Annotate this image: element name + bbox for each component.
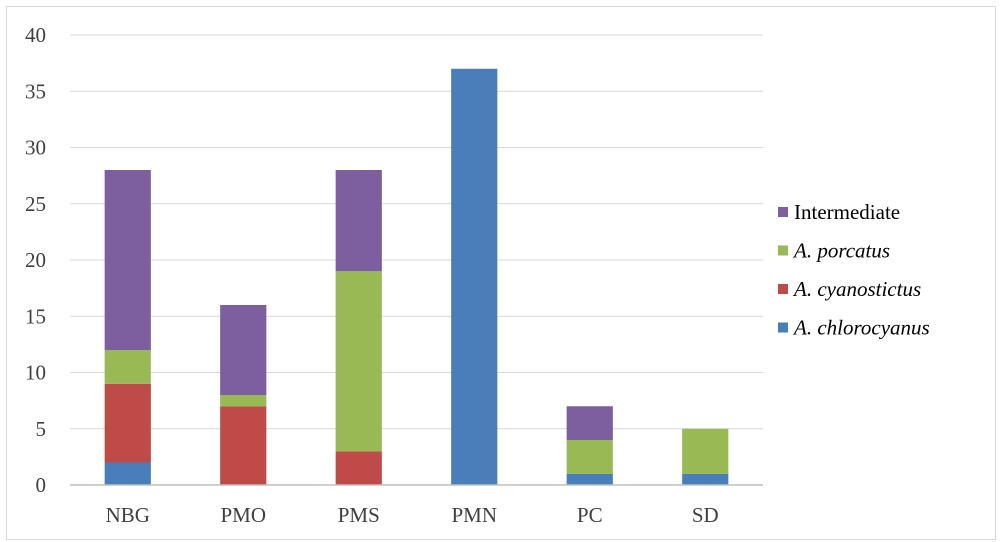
y-tick-label-5: 5 bbox=[36, 417, 47, 441]
legend-item-a-porcatus: A. porcatus bbox=[778, 239, 890, 263]
y-tick-label-15: 15 bbox=[25, 304, 46, 328]
x-tick-label-pmo: PMO bbox=[220, 503, 266, 527]
y-tick-label-0: 0 bbox=[36, 473, 47, 497]
bar-pms-a-porcatus bbox=[335, 271, 382, 452]
legend-label-a-porcatus: A. porcatus bbox=[792, 239, 890, 263]
chart-frame: 0 5 10 15 20 25 30 35 40 NBG PMO PMS PMN PC SD Interme… bbox=[6, 6, 996, 540]
y-tick-label-10: 10 bbox=[25, 361, 46, 385]
y-tick-label-25: 25 bbox=[25, 192, 46, 216]
y-tick-label-30: 30 bbox=[25, 136, 46, 160]
y-tick-label-35: 35 bbox=[25, 79, 46, 103]
axes: 0 5 10 15 20 25 30 35 40 NBG PMO PMS PMN PC SD bbox=[25, 23, 763, 527]
x-tick-label-pmn: PMN bbox=[451, 503, 497, 527]
bar-pc-intermediate bbox=[566, 406, 613, 440]
x-tick-label-pms: PMS bbox=[338, 503, 380, 527]
y-tick-label-20: 20 bbox=[25, 248, 46, 272]
y-tick-label-40: 40 bbox=[25, 23, 46, 47]
gridlines bbox=[70, 34, 763, 430]
legend-item-a-cyanostictus: A. cyanostictus bbox=[778, 277, 921, 301]
bar-pmn-a-chlorocyanus bbox=[451, 68, 498, 485]
legend-swatch-intermediate bbox=[778, 207, 788, 217]
bar-pc-a-porcatus bbox=[566, 440, 613, 474]
stacked-bar-chart: 0 5 10 15 20 25 30 35 40 NBG PMO PMS PMN PC SD Interme… bbox=[25, 23, 930, 527]
legend-item-intermediate: Intermediate bbox=[778, 200, 900, 224]
bar-pmo-a-porcatus bbox=[220, 395, 267, 407]
legend-swatch-a-chlorocyanus bbox=[778, 322, 788, 333]
bar-sd-a-porcatus bbox=[682, 428, 729, 474]
bar-nbg-a-cyanostictus bbox=[104, 383, 151, 463]
x-tick-label-nbg: NBG bbox=[106, 503, 150, 527]
legend-swatch-a-cyanostictus bbox=[778, 284, 788, 294]
legend-label-a-cyanostictus: A. cyanostictus bbox=[792, 277, 921, 301]
bar-sd-a-chlorocyanus bbox=[682, 473, 729, 485]
bars bbox=[104, 68, 729, 485]
legend-swatch-a-porcatus bbox=[778, 245, 788, 256]
bar-pmo-intermediate bbox=[220, 305, 267, 395]
bar-pms-a-cyanostictus bbox=[335, 451, 382, 485]
legend: Intermediate A. porcatus A. cyanostictus A.… bbox=[778, 200, 930, 340]
bar-nbg-intermediate bbox=[104, 170, 151, 350]
bar-pms-intermediate bbox=[335, 170, 382, 272]
x-tick-label-pc: PC bbox=[577, 503, 603, 527]
bar-pmo-a-cyanostictus bbox=[220, 406, 267, 485]
legend-label-a-chlorocyanus: A. chlorocyanus bbox=[792, 316, 930, 340]
legend-item-a-chlorocyanus: A. chlorocyanus bbox=[778, 316, 930, 340]
bar-nbg-a-chlorocyanus bbox=[104, 462, 151, 485]
bar-pc-a-chlorocyanus bbox=[566, 473, 613, 485]
x-tick-label-sd: SD bbox=[692, 503, 719, 527]
bar-nbg-a-porcatus bbox=[104, 350, 151, 384]
legend-label-intermediate: Intermediate bbox=[794, 200, 900, 224]
